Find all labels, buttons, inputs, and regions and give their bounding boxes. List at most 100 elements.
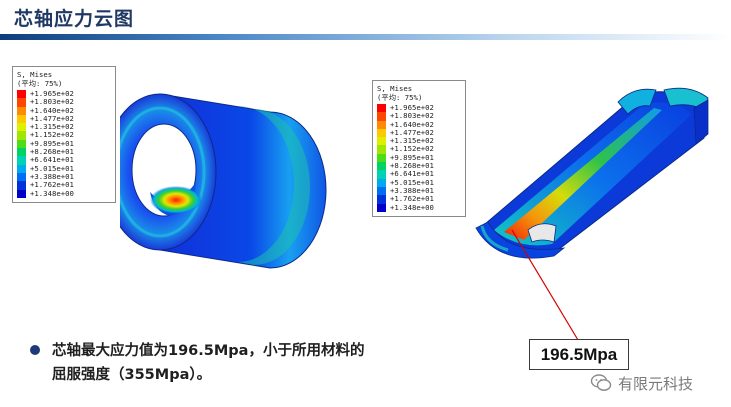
legend-value: +1.803e+02 (390, 111, 434, 121)
mandrel-section-right (475, 87, 709, 259)
legend-value: +5.015e+01 (30, 163, 74, 173)
legend-swatch (377, 203, 386, 212)
legend-swatch (377, 153, 386, 163)
legend-row: +1.315e+02 (377, 136, 461, 146)
legend-right-header: S, Mises (377, 84, 413, 93)
legend-swatch (17, 164, 26, 173)
legend-right: S, Mises (平均: 75%) +1.965e+02 +1.803e+02… (372, 80, 466, 217)
legend-swatch (377, 170, 386, 179)
legend-left: S, Mises (平均: 75%) +1.965e+02 +1.803e+02… (12, 66, 116, 203)
legend-value: +1.477e+02 (30, 113, 74, 123)
legend-value: +6.641e+01 (30, 155, 74, 165)
mandrel-contour-left (120, 93, 327, 269)
legend-value: +1.315e+02 (390, 136, 434, 146)
chat-bubble-icon (590, 374, 612, 391)
legend-value: +3.388e+01 (30, 171, 74, 181)
bullet-dot-icon (30, 345, 40, 355)
conclusion-line-2: 屈服强度（355Mpa）。 (52, 367, 212, 383)
legend-value: +8.268e+01 (30, 147, 74, 157)
watermark-text: 有限元科技 (618, 374, 694, 393)
legend-swatch (17, 123, 26, 132)
legend-swatch (17, 114, 26, 124)
legend-row: +1.640e+02 (377, 119, 461, 129)
legend-value: +3.388e+01 (390, 185, 434, 195)
legend-swatch (17, 181, 26, 190)
legend-value: +1.348e+00 (30, 188, 74, 198)
legend-row: +6.641e+01 (377, 169, 461, 179)
legend-swatch (377, 112, 386, 121)
conclusion-line-1: 芯轴最大应力值为196.5Mpa，小于所用材料的 (52, 343, 365, 359)
legend-swatch (377, 195, 386, 204)
legend-row: +8.268e+01 (17, 147, 111, 157)
legend-value: +6.641e+01 (390, 169, 434, 179)
legend-swatch (377, 128, 386, 138)
legend-swatch (17, 172, 26, 182)
legend-value: +1.965e+02 (390, 103, 434, 112)
legend-swatch (17, 156, 26, 165)
legend-value: +1.762e+01 (30, 180, 74, 190)
legend-value: +1.640e+02 (30, 105, 74, 115)
legend-row: +1.803e+02 (377, 111, 461, 121)
legend-value: +8.268e+01 (390, 161, 434, 171)
legend-row: +9.895e+01 (377, 152, 461, 163)
legend-row: +1.965e+02 (17, 89, 111, 99)
title-underline-bar (0, 34, 731, 40)
legend-row: +1.152e+02 (17, 130, 111, 140)
legend-row: +1.477e+02 (377, 127, 461, 138)
legend-row: +1.762e+01 (377, 194, 461, 204)
legend-row: +1.640e+02 (17, 105, 111, 115)
legend-row: +1.348e+00 (377, 202, 461, 212)
legend-row: +8.268e+01 (377, 161, 461, 171)
legend-swatch (377, 120, 386, 129)
legend-left-subheader: (平均: 75%) (17, 79, 63, 88)
legend-swatch (377, 186, 386, 196)
legend-value: +5.015e+01 (390, 177, 434, 187)
legend-value: +1.348e+00 (390, 202, 434, 212)
legend-value: +1.640e+02 (390, 119, 434, 129)
legend-value: +9.895e+01 (390, 152, 434, 162)
legend-swatch (377, 145, 386, 154)
legend-swatch (17, 106, 26, 115)
max-stress-callout: 196.5Mpa (529, 339, 629, 370)
legend-swatch (17, 189, 26, 198)
legend-swatch (377, 104, 386, 113)
legend-value: +1.477e+02 (390, 127, 434, 137)
legend-swatch (377, 178, 386, 187)
legend-value: +1.762e+01 (390, 194, 434, 204)
legend-row: +1.315e+02 (17, 122, 111, 132)
legend-swatch (377, 162, 386, 171)
legend-swatch (17, 98, 26, 107)
legend-row: +3.388e+01 (17, 171, 111, 182)
legend-value: +1.152e+02 (30, 130, 74, 140)
legend-row: +5.015e+01 (17, 163, 111, 173)
legend-left-header: S, Mises (17, 70, 53, 79)
legend-swatch (17, 148, 26, 157)
legend-value: +1.803e+02 (30, 97, 74, 107)
legend-row: +5.015e+01 (377, 177, 461, 187)
legend-right-subheader: (平均: 75%) (377, 93, 423, 102)
legend-row: +1.348e+00 (17, 188, 111, 198)
legend-swatch (17, 139, 26, 149)
legend-left-rows: +1.965e+02 +1.803e+02 +1.640e+02 +1.477e… (17, 89, 111, 198)
legend-row: +6.641e+01 (17, 155, 111, 165)
legend-swatch (377, 137, 386, 146)
legend-row: +1.477e+02 (17, 113, 111, 124)
conclusion-text: 芯轴最大应力值为196.5Mpa，小于所用材料的 屈服强度（355Mpa）。 (52, 339, 422, 387)
legend-row: +1.965e+02 (377, 103, 461, 113)
legend-value: +1.152e+02 (390, 144, 434, 154)
legend-row: +9.895e+01 (17, 138, 111, 149)
legend-row: +1.152e+02 (377, 144, 461, 154)
legend-row: +3.388e+01 (377, 185, 461, 196)
legend-value: +9.895e+01 (30, 138, 74, 148)
legend-value: +1.965e+02 (30, 89, 74, 98)
page-title: 芯轴应力云图 (14, 8, 135, 30)
legend-value: +1.315e+02 (30, 122, 74, 132)
watermark: 有限元科技 (590, 372, 693, 394)
legend-row: +1.762e+01 (17, 180, 111, 190)
legend-swatch (17, 90, 26, 99)
legend-row: +1.803e+02 (17, 97, 111, 107)
legend-swatch (17, 131, 26, 140)
legend-right-rows: +1.965e+02 +1.803e+02 +1.640e+02 +1.477e… (377, 103, 461, 212)
